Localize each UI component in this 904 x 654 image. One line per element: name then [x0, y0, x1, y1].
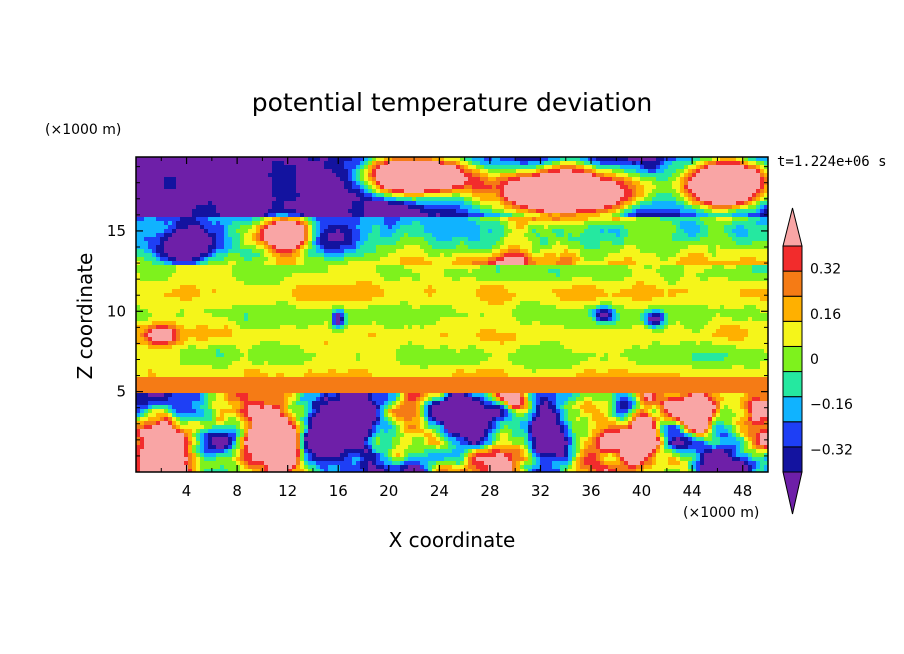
colorbar-swatch [782, 295, 803, 322]
colorbar-swatch [782, 421, 803, 448]
y-tick-label: 15 [107, 222, 126, 240]
chart-title: potential temperature deviation [252, 88, 652, 117]
y-tick-label: 5 [116, 383, 126, 401]
x-axis-label: X coordinate [389, 528, 516, 552]
x-tick-label: 32 [531, 482, 550, 500]
x-tick-label: 28 [480, 482, 499, 500]
colorbar-arrow-top [782, 207, 803, 247]
colorbar-label: 0.32 [810, 262, 841, 278]
x-axis: 4 8 12 16 20 24 28 32 36 40 44 48 [160, 157, 752, 500]
plot-frame [135, 156, 769, 473]
colorbar-swatch [782, 371, 803, 398]
x-tick-label: 44 [683, 482, 702, 500]
time-label: t=1.224e+06 s [777, 154, 887, 170]
heatmap-field [136, 157, 768, 472]
x-tick-label: 40 [632, 482, 651, 500]
x-tick-label: 12 [278, 482, 297, 500]
colorbar-swatch [782, 245, 803, 272]
colorbar-label: −0.16 [810, 397, 853, 413]
colorbar-label: 0.16 [810, 307, 841, 323]
colorbar-swatch [782, 320, 803, 347]
x-tick-label: 48 [733, 482, 752, 500]
colorbar: 0.32 0.16 0 −0.16 −0.32 [782, 207, 853, 515]
x-tick-label: 4 [182, 482, 192, 500]
colorbar-label: 0 [810, 352, 819, 368]
x-tick-label: 36 [581, 482, 600, 500]
colorbar-swatch [782, 345, 803, 373]
colorbar-label: −0.32 [810, 442, 853, 458]
y-unit-label: (×1000 m) [45, 122, 121, 138]
y-axis: 5 10 15 [107, 166, 768, 457]
colorbar-swatch [782, 396, 803, 423]
y-axis-label: Z coordinate [73, 253, 97, 380]
x-tick-label: 24 [430, 482, 449, 500]
colorbar-swatch [782, 446, 803, 473]
colorbar-swatch [782, 270, 803, 297]
x-unit-label: (×1000 m) [683, 505, 759, 521]
x-tick-label: 20 [379, 482, 398, 500]
colorbar-arrow-bottom [782, 471, 803, 515]
y-tick-label: 10 [107, 302, 126, 320]
x-tick-label: 8 [232, 482, 242, 500]
x-tick-label: 16 [329, 482, 348, 500]
